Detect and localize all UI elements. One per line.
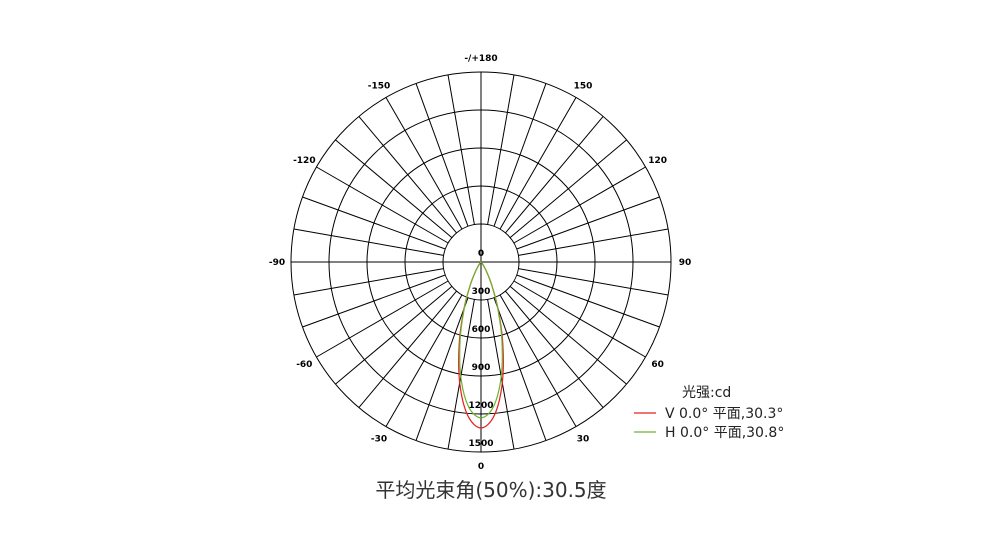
grid-spoke	[509, 139, 627, 238]
angle-tick-label: 150	[574, 81, 593, 91]
grid-spoke	[415, 297, 469, 441]
grid-spoke	[493, 83, 547, 227]
grid-spoke	[499, 294, 577, 427]
grid-spoke	[516, 196, 660, 250]
grid-spoke	[293, 268, 444, 296]
radial-tick-label: 0	[478, 249, 484, 259]
grid-spoke	[302, 196, 446, 250]
angle-tick-label: -90	[269, 258, 285, 268]
grid-spoke	[358, 290, 457, 408]
chart-title: 平均光束角(50%):30.5度	[375, 478, 606, 502]
grid-spoke	[505, 290, 604, 408]
radial-tick-label: 1500	[468, 439, 493, 449]
grid-spoke	[499, 97, 577, 230]
grid-spoke	[447, 74, 475, 225]
grid-spoke	[518, 268, 669, 296]
grid-spoke	[302, 274, 446, 328]
grid-spoke	[487, 299, 515, 450]
angle-tick-label: 90	[679, 258, 692, 268]
grid-spoke	[335, 286, 453, 385]
grid-spoke	[447, 299, 475, 450]
grid-spoke	[493, 297, 547, 441]
radial-tick-label: 900	[472, 363, 491, 373]
angle-tick-label: 120	[648, 156, 667, 166]
grid-spoke	[293, 228, 444, 256]
grid-spoke	[513, 280, 646, 358]
grid-spoke	[518, 228, 669, 256]
radial-tick-labels: 0 300 600 900 1200 1500	[468, 249, 493, 449]
angle-tick-label: -150	[368, 81, 391, 91]
grid-spoke	[385, 294, 463, 427]
grid-spoke	[516, 274, 660, 328]
series-layer	[458, 261, 504, 429]
angle-tick-label: 30	[577, 435, 590, 445]
angle-tick-label: -30	[371, 435, 387, 445]
angle-tick-label: -/+180	[464, 54, 497, 64]
grid-spoke	[505, 116, 604, 234]
radial-tick-label: 300	[472, 287, 491, 297]
angle-tick-label: 0	[478, 462, 484, 472]
angle-tick-label: -120	[293, 156, 316, 166]
angle-tick-label: -60	[296, 360, 312, 370]
polar-grid	[290, 71, 672, 453]
grid-spoke	[487, 74, 515, 225]
series-curve-1	[459, 261, 503, 419]
grid-spoke	[358, 116, 457, 234]
grid-spoke	[335, 139, 453, 238]
radial-tick-label: 600	[472, 325, 491, 335]
grid-spoke	[316, 280, 449, 358]
grid-spoke	[513, 166, 646, 244]
angle-tick-labels: 0 30 60 90 120 150 -/+180 -150 -120 -90 -60 -30	[269, 54, 691, 472]
radial-tick-label: 1200	[468, 401, 493, 411]
legend: 光强:cd V 0.0° 平面,30.3° H 0.0° 平面,30.8°	[634, 385, 784, 441]
legend-unit: 光强:cd	[682, 385, 731, 401]
grid-spoke	[385, 97, 463, 230]
angle-tick-label: 60	[651, 360, 664, 370]
legend-label-v: V 0.0° 平面,30.3°	[665, 406, 783, 422]
grid-spoke	[509, 286, 627, 385]
legend-label-h: H 0.0° 平面,30.8°	[665, 425, 784, 441]
grid-spoke	[415, 83, 469, 227]
grid-spoke	[316, 166, 449, 244]
